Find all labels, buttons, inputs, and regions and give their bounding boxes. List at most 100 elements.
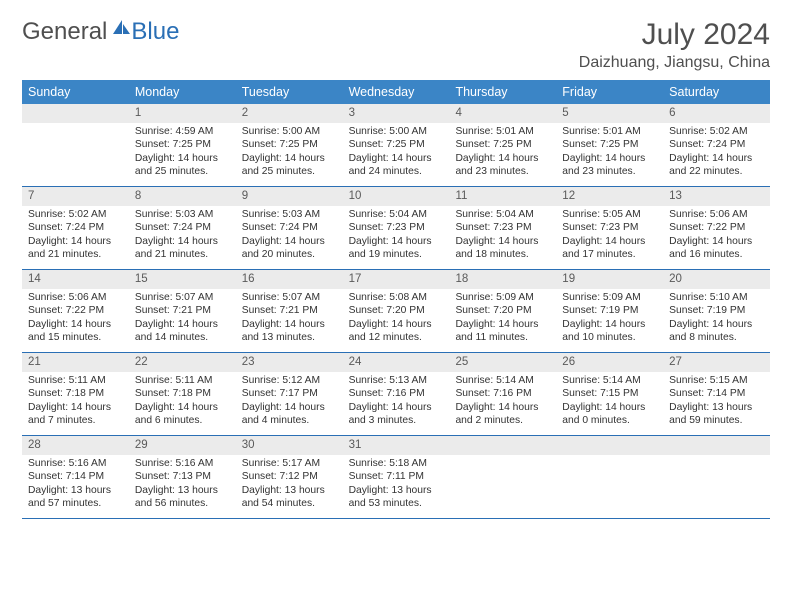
sunrise-text: Sunrise: 5:09 AM: [455, 291, 550, 304]
day-number: 24: [343, 353, 450, 372]
day-number: 6: [663, 104, 770, 123]
sunrise-text: Sunrise: 5:13 AM: [349, 374, 444, 387]
day-details: Sunrise: 5:09 AMSunset: 7:20 PMDaylight:…: [449, 289, 556, 351]
calendar-cell: 13Sunrise: 5:06 AMSunset: 7:22 PMDayligh…: [663, 187, 770, 269]
sunrise-text: Sunrise: 5:03 AM: [135, 208, 230, 221]
sunrise-text: Sunrise: 5:00 AM: [349, 125, 444, 138]
sunset-text: Sunset: 7:23 PM: [349, 221, 444, 234]
daylight-text: Daylight: 14 hours and 3 minutes.: [349, 401, 444, 428]
day-details: Sunrise: 5:02 AMSunset: 7:24 PMDaylight:…: [663, 123, 770, 185]
weekday-header: Monday: [129, 80, 236, 104]
sunrise-text: Sunrise: 5:12 AM: [242, 374, 337, 387]
sunrise-text: Sunrise: 5:00 AM: [242, 125, 337, 138]
sunrise-text: Sunrise: 5:02 AM: [669, 125, 764, 138]
calendar-cell: [556, 436, 663, 518]
day-details: [663, 455, 770, 463]
calendar-cell: 29Sunrise: 5:16 AMSunset: 7:13 PMDayligh…: [129, 436, 236, 518]
calendar-cell: 10Sunrise: 5:04 AMSunset: 7:23 PMDayligh…: [343, 187, 450, 269]
sunset-text: Sunset: 7:17 PM: [242, 387, 337, 400]
calendar-cell: 24 Sunrise: 5:13 AMSunset: 7:16 PMDayligh…: [343, 353, 450, 435]
daylight-text: Daylight: 14 hours and 23 minutes.: [455, 152, 550, 179]
title-block: July 2024 Daizhuang, Jiangsu, China: [579, 18, 770, 72]
day-number: 1: [129, 104, 236, 123]
day-number: 7: [22, 187, 129, 206]
sunset-text: Sunset: 7:24 PM: [242, 221, 337, 234]
sunset-text: Sunset: 7:25 PM: [349, 138, 444, 151]
sunrise-text: Sunrise: 5:06 AM: [669, 208, 764, 221]
daylight-text: Daylight: 14 hours and 14 minutes.: [135, 318, 230, 345]
day-number: 23: [236, 353, 343, 372]
calendar-cell: 1Sunrise: 4:59 AMSunset: 7:25 PMDaylight…: [129, 104, 236, 186]
sunset-text: Sunset: 7:18 PM: [28, 387, 123, 400]
day-number: 31: [343, 436, 450, 455]
weekday-header: Thursday: [449, 80, 556, 104]
daylight-text: Daylight: 14 hours and 10 minutes.: [562, 318, 657, 345]
day-number: 11: [449, 187, 556, 206]
calendar-cell: 18Sunrise: 5:09 AMSunset: 7:20 PMDayligh…: [449, 270, 556, 352]
day-number: 15: [129, 270, 236, 289]
sunset-text: Sunset: 7:23 PM: [455, 221, 550, 234]
day-number: 14: [22, 270, 129, 289]
day-number: 8: [129, 187, 236, 206]
daylight-text: Daylight: 14 hours and 0 minutes.: [562, 401, 657, 428]
daylight-text: Daylight: 14 hours and 21 minutes.: [28, 235, 123, 262]
calendar-cell: 5Sunrise: 5:01 AMSunset: 7:25 PMDaylight…: [556, 104, 663, 186]
calendar-cell: 12Sunrise: 5:05 AMSunset: 7:23 PMDayligh…: [556, 187, 663, 269]
day-details: Sunrise: 5:08 AMSunset: 7:20 PMDaylight:…: [343, 289, 450, 351]
daylight-text: Daylight: 14 hours and 25 minutes.: [135, 152, 230, 179]
sunrise-text: Sunrise: 5:07 AM: [242, 291, 337, 304]
calendar-cell: 4Sunrise: 5:01 AMSunset: 7:25 PMDaylight…: [449, 104, 556, 186]
weekday-header: Sunday: [22, 80, 129, 104]
day-details: Sunrise: 5:04 AMSunset: 7:23 PMDaylight:…: [449, 206, 556, 268]
sunset-text: Sunset: 7:18 PM: [135, 387, 230, 400]
day-number: 2: [236, 104, 343, 123]
calendar-cell: 14Sunrise: 5:06 AMSunset: 7:22 PMDayligh…: [22, 270, 129, 352]
day-details: Sunrise: 5:00 AMSunset: 7:25 PMDaylight:…: [236, 123, 343, 185]
calendar-cell: 22Sunrise: 5:11 AMSunset: 7:18 PMDayligh…: [129, 353, 236, 435]
sunset-text: Sunset: 7:25 PM: [242, 138, 337, 151]
day-details: Sunrise: 5:11 AMSunset: 7:18 PMDaylight:…: [22, 372, 129, 434]
calendar-cell: 26Sunrise: 5:14 AMSunset: 7:15 PMDayligh…: [556, 353, 663, 435]
sunrise-text: Sunrise: 4:59 AM: [135, 125, 230, 138]
day-details: Sunrise: 5:03 AMSunset: 7:24 PMDaylight:…: [129, 206, 236, 268]
day-number: 4: [449, 104, 556, 123]
daylight-text: Daylight: 14 hours and 6 minutes.: [135, 401, 230, 428]
sunrise-text: Sunrise: 5:06 AM: [28, 291, 123, 304]
daylight-text: Daylight: 14 hours and 11 minutes.: [455, 318, 550, 345]
day-number: [22, 104, 129, 123]
day-details: Sunrise: 5:00 AMSunset: 7:25 PMDaylight:…: [343, 123, 450, 185]
day-number: [663, 436, 770, 455]
calendar-cell: 27Sunrise: 5:15 AMSunset: 7:14 PMDayligh…: [663, 353, 770, 435]
day-details: Sunrise: 5:06 AMSunset: 7:22 PMDaylight:…: [22, 289, 129, 351]
sunset-text: Sunset: 7:16 PM: [349, 387, 444, 400]
location-text: Daizhuang, Jiangsu, China: [579, 54, 770, 72]
day-number: 30: [236, 436, 343, 455]
sunset-text: Sunset: 7:15 PM: [562, 387, 657, 400]
sunrise-text: Sunrise: 5:01 AM: [455, 125, 550, 138]
sunset-text: Sunset: 7:12 PM: [242, 470, 337, 483]
sunrise-text: Sunrise: 5:02 AM: [28, 208, 123, 221]
day-details: Sunrise: 5:07 AMSunset: 7:21 PMDaylight:…: [129, 289, 236, 351]
sunrise-text: Sunrise: 5:05 AM: [562, 208, 657, 221]
calendar-cell: 30Sunrise: 5:17 AMSunset: 7:12 PMDayligh…: [236, 436, 343, 518]
brand-logo: General Blue: [22, 18, 179, 46]
sunrise-text: Sunrise: 5:15 AM: [669, 374, 764, 387]
daylight-text: Daylight: 13 hours and 54 minutes.: [242, 484, 337, 511]
calendar-cell: 8Sunrise: 5:03 AMSunset: 7:24 PMDaylight…: [129, 187, 236, 269]
calendar-cell: [449, 436, 556, 518]
calendar-cell: 17Sunrise: 5:08 AMSunset: 7:20 PMDayligh…: [343, 270, 450, 352]
daylight-text: Daylight: 14 hours and 19 minutes.: [349, 235, 444, 262]
calendar-cell: 15Sunrise: 5:07 AMSunset: 7:21 PMDayligh…: [129, 270, 236, 352]
sunrise-text: Sunrise: 5:11 AM: [135, 374, 230, 387]
day-details: Sunrise: 5:14 AMSunset: 7:15 PMDaylight:…: [556, 372, 663, 434]
sunrise-text: Sunrise: 5:14 AM: [455, 374, 550, 387]
sunset-text: Sunset: 7:22 PM: [669, 221, 764, 234]
sunset-text: Sunset: 7:22 PM: [28, 304, 123, 317]
daylight-text: Daylight: 14 hours and 23 minutes.: [562, 152, 657, 179]
page-header: General Blue July 2024 Daizhuang, Jiangs…: [22, 18, 770, 72]
daylight-text: Daylight: 14 hours and 8 minutes.: [669, 318, 764, 345]
sail-icon: [111, 18, 131, 36]
daylight-text: Daylight: 14 hours and 17 minutes.: [562, 235, 657, 262]
daylight-text: Daylight: 13 hours and 56 minutes.: [135, 484, 230, 511]
day-details: Sunrise: 5:15 AMSunset: 7:14 PMDaylight:…: [663, 372, 770, 434]
